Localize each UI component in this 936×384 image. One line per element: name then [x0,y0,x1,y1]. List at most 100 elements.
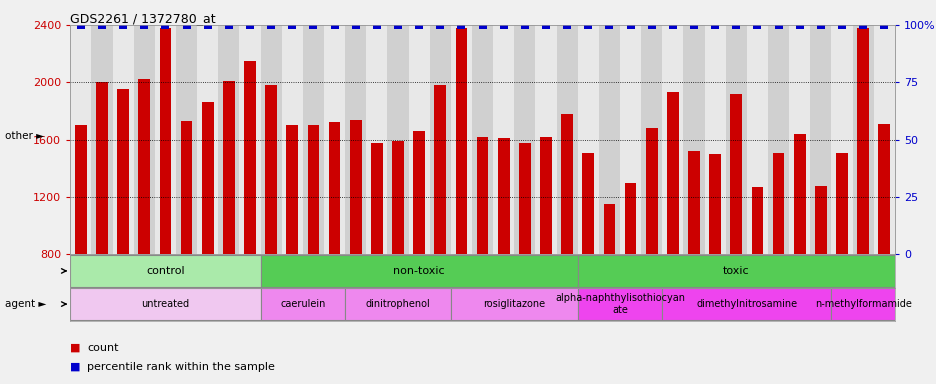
Bar [730,94,741,254]
Point [707,22,722,28]
Bar [724,25,746,254]
Bar [344,25,366,254]
Bar [582,152,593,254]
Point [390,22,405,28]
Point [855,22,870,28]
Bar [687,151,699,254]
Point [73,22,88,28]
Bar [201,103,213,254]
Point [517,22,532,28]
Point [622,22,637,28]
Bar [472,25,492,254]
Bar [878,124,889,254]
Bar [260,288,344,320]
Point [876,22,891,28]
Point [538,22,553,28]
Bar [387,25,408,254]
Bar [70,255,260,287]
Bar [746,25,768,254]
Text: toxic: toxic [723,266,749,276]
Point [137,22,152,28]
Bar [349,119,361,254]
Text: other ►: other ► [5,131,44,141]
Bar [92,25,112,254]
Bar [70,288,260,320]
Bar [197,25,218,254]
Bar [434,85,446,254]
Text: dimethylnitrosamine: dimethylnitrosamine [695,299,797,309]
Bar [134,25,154,254]
Text: non-toxic: non-toxic [393,266,445,276]
Bar [302,25,324,254]
Point [728,22,743,28]
Bar [117,89,129,254]
Point [475,22,490,28]
Point [791,22,806,28]
Point [305,22,320,28]
Point [200,22,215,28]
Text: ■: ■ [70,362,80,372]
Text: alpha-naphthylisothiocyan
ate: alpha-naphthylisothiocyan ate [554,293,684,315]
Bar [154,25,176,254]
Bar [852,25,872,254]
Point [665,22,680,28]
Bar [282,25,302,254]
Bar [556,25,578,254]
Text: agent ►: agent ► [5,299,46,309]
Text: count: count [87,343,119,353]
Bar [265,85,277,254]
Bar [645,128,657,254]
Bar [751,187,763,254]
Bar [408,25,430,254]
Bar [476,137,488,254]
Point [580,22,595,28]
Point [285,22,300,28]
Point [644,22,659,28]
Point [686,22,701,28]
Bar [75,125,86,254]
Bar [788,25,810,254]
Bar [344,288,450,320]
Bar [682,25,704,254]
Point [601,22,616,28]
Bar [366,25,387,254]
Bar [371,142,382,254]
Bar [70,25,92,254]
Point [263,22,278,28]
Bar [872,25,894,254]
Bar [620,25,640,254]
Point [453,22,468,28]
Bar [286,125,298,254]
Bar [578,288,662,320]
Bar [244,61,256,254]
Bar [307,125,319,254]
Bar [534,25,556,254]
Bar [392,141,403,254]
Bar [578,255,894,287]
Bar [139,79,150,254]
Bar [662,25,682,254]
Bar [603,204,615,254]
Bar [218,25,240,254]
Bar [260,255,578,287]
Bar [413,131,425,254]
Point [559,22,574,28]
Point [496,22,511,28]
Bar [810,25,830,254]
Point [115,22,130,28]
Bar [492,25,514,254]
Bar [768,25,788,254]
Bar [666,92,678,254]
Bar [430,25,450,254]
Bar [793,134,805,254]
Text: GDS2261 / 1372780_at: GDS2261 / 1372780_at [70,12,215,25]
Bar [240,25,260,254]
Text: rosiglitazone: rosiglitazone [483,299,545,309]
Point [242,22,257,28]
Bar [450,25,472,254]
Bar [497,138,509,254]
Text: dinitrophenol: dinitrophenol [365,299,430,309]
Bar [830,288,894,320]
Text: untreated: untreated [141,299,189,309]
Bar [514,25,534,254]
